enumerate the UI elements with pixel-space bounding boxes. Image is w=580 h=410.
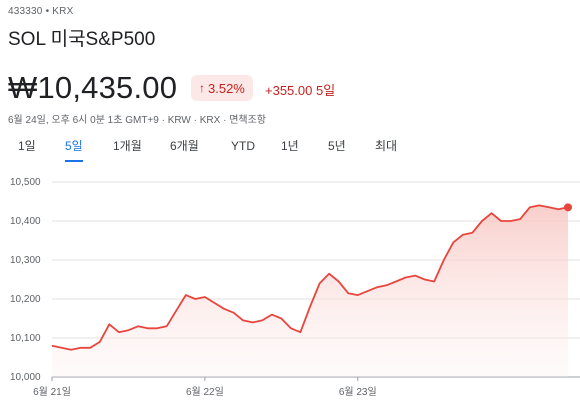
data-point: [174, 308, 179, 313]
tab-1m[interactable]: 1개월: [113, 139, 142, 153]
data-point: [556, 207, 561, 212]
y-tick-label: 10,500: [10, 177, 41, 188]
x-tick-label: 6월 23일: [339, 386, 377, 398]
data-point: [126, 328, 131, 333]
data-point: [59, 345, 64, 350]
data-point: [69, 347, 74, 352]
data-point: [403, 275, 408, 280]
tab-ytd[interactable]: YTD: [231, 139, 255, 153]
data-point: [164, 324, 169, 329]
current-price: ₩10,435.00: [8, 70, 178, 105]
data-point: [508, 219, 513, 224]
data-point: [308, 304, 313, 309]
y-axis-labels: 10,000 10,100 10,200 10,300 10,400 10,500: [10, 177, 41, 383]
data-point: [136, 324, 141, 329]
y-tick-label: 10,300: [10, 255, 41, 266]
data-point: [88, 345, 93, 350]
percent-change-badge: ↑ 3.52%: [191, 75, 253, 101]
data-point: [518, 217, 523, 222]
ticker-separator: •: [45, 6, 50, 17]
price-line: [51, 204, 569, 351]
ticker-line: 433330 • KRX: [8, 6, 73, 17]
data-point: [527, 205, 532, 210]
last-price-marker: [564, 203, 572, 212]
x-tick-label: 6월 22일: [186, 386, 224, 398]
data-point: [394, 279, 399, 284]
exchange-name: KRX: [52, 6, 74, 17]
data-point: [116, 330, 121, 335]
data-point: [432, 279, 437, 284]
data-point: [441, 258, 446, 263]
tab-1d[interactable]: 1일: [18, 139, 36, 153]
price-area: [52, 205, 568, 377]
data-point: [107, 322, 112, 327]
data-point: [97, 339, 102, 344]
data-point: [155, 326, 160, 331]
tab-max[interactable]: 최대: [375, 139, 398, 153]
data-point: [250, 320, 255, 325]
data-point: [298, 330, 303, 335]
data-point: [460, 232, 465, 237]
data-point: [327, 271, 332, 276]
data-point: [50, 343, 55, 348]
range-tabs: 1일 5일 1개월 6개월 YTD 1년 5년 최대: [0, 138, 580, 162]
quote-meta: 6월 24일, 오후 6시 0분 1초 GMT+9 · KRW · KRX · …: [8, 115, 267, 126]
data-point: [183, 293, 188, 298]
y-tick-label: 10,200: [10, 294, 41, 305]
security-title: SOL 미국S&P500: [8, 29, 156, 50]
data-point: [374, 285, 379, 290]
data-point: [231, 310, 236, 315]
ticker-code: 433330: [8, 6, 43, 17]
data-point: [413, 273, 418, 278]
data-point: [78, 345, 83, 350]
data-point: [288, 326, 293, 331]
data-point: [336, 279, 341, 284]
data-point: [241, 318, 246, 323]
y-tick-label: 10,400: [10, 216, 41, 227]
data-point: [193, 297, 198, 302]
data-point: [260, 318, 265, 323]
x-tick-label: 6월 21일: [33, 386, 71, 398]
data-point: [269, 312, 274, 317]
tab-1y[interactable]: 1년: [281, 139, 299, 153]
data-point: [145, 326, 150, 331]
data-point: [422, 277, 427, 282]
data-point: [202, 295, 207, 300]
y-tick-label: 10,000: [10, 372, 41, 383]
data-point: [346, 291, 351, 296]
data-point: [212, 300, 217, 305]
tab-5d[interactable]: 5일: [65, 138, 83, 162]
data-point: [365, 289, 370, 294]
price-chart[interactable]: 10,000 10,100 10,200 10,300 10,400 10,500 6월 …: [0, 170, 580, 410]
data-point: [279, 316, 284, 321]
up-arrow-icon: ↑: [199, 81, 205, 95]
data-point: [355, 293, 360, 298]
tab-6m[interactable]: 6개월: [170, 139, 199, 153]
x-axis-ticks: 6월 21일 6월 22일 6월 23일: [33, 377, 377, 398]
percent-change-value: 3.52%: [208, 80, 245, 96]
data-point: [546, 205, 551, 210]
absolute-change: +355.00 5일: [265, 83, 336, 98]
data-point: [470, 230, 475, 235]
data-point: [499, 219, 504, 224]
y-tick-label: 10,100: [10, 333, 41, 344]
data-point: [384, 283, 389, 288]
tab-5y[interactable]: 5년: [328, 139, 346, 153]
data-point: [489, 211, 494, 216]
data-point: [537, 203, 542, 208]
data-point: [451, 240, 456, 245]
data-point: [317, 281, 322, 286]
data-point: [480, 219, 485, 224]
data-point: [222, 306, 227, 311]
